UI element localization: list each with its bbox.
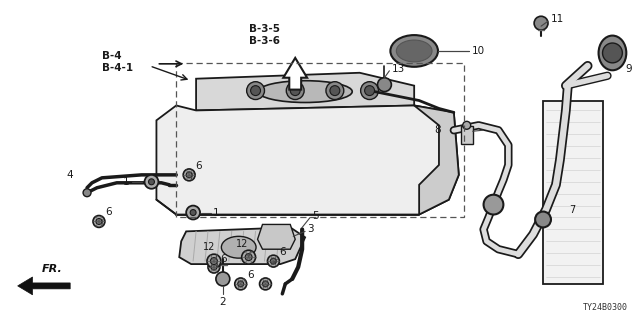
Ellipse shape — [221, 236, 256, 258]
Text: 8: 8 — [435, 125, 441, 135]
Circle shape — [286, 82, 304, 100]
Circle shape — [260, 278, 271, 290]
Circle shape — [237, 281, 244, 287]
Text: 3: 3 — [307, 224, 314, 234]
Text: B-4: B-4 — [102, 51, 122, 61]
Text: 1: 1 — [213, 208, 220, 218]
Text: 7: 7 — [570, 204, 576, 215]
Ellipse shape — [390, 35, 438, 67]
Text: 6: 6 — [195, 161, 202, 171]
Polygon shape — [414, 106, 459, 214]
Circle shape — [216, 272, 230, 286]
Circle shape — [365, 86, 374, 96]
Text: 5: 5 — [312, 211, 319, 220]
Circle shape — [242, 250, 255, 264]
Circle shape — [268, 255, 279, 267]
Circle shape — [186, 172, 192, 178]
Circle shape — [211, 264, 217, 270]
Text: B-3-5: B-3-5 — [248, 24, 280, 34]
Circle shape — [330, 86, 340, 96]
Circle shape — [326, 82, 344, 100]
Ellipse shape — [258, 81, 352, 102]
Circle shape — [271, 258, 276, 264]
Text: 10: 10 — [472, 46, 484, 56]
Circle shape — [145, 175, 159, 189]
Circle shape — [96, 219, 102, 224]
Polygon shape — [18, 277, 70, 295]
Polygon shape — [284, 58, 307, 90]
Text: 12: 12 — [236, 239, 248, 249]
Text: 11: 11 — [551, 14, 564, 24]
Circle shape — [211, 258, 218, 265]
Circle shape — [148, 179, 154, 185]
Circle shape — [602, 43, 622, 63]
Text: 13: 13 — [392, 64, 404, 74]
Circle shape — [361, 82, 378, 100]
Circle shape — [262, 281, 268, 287]
Text: 2: 2 — [220, 297, 226, 307]
Bar — [461, 126, 473, 144]
Text: 1: 1 — [123, 177, 130, 187]
Text: FR.: FR. — [42, 264, 63, 274]
Ellipse shape — [598, 36, 627, 70]
Circle shape — [251, 86, 260, 96]
Circle shape — [183, 169, 195, 181]
Text: 6: 6 — [248, 270, 254, 280]
Text: 9: 9 — [625, 64, 632, 74]
Polygon shape — [156, 106, 459, 214]
Circle shape — [245, 254, 252, 260]
Bar — [543, 100, 602, 284]
Circle shape — [291, 86, 300, 96]
Circle shape — [378, 78, 392, 92]
Text: B-3-6: B-3-6 — [248, 36, 280, 46]
Circle shape — [484, 195, 504, 214]
Text: 6: 6 — [105, 207, 111, 218]
Polygon shape — [179, 228, 305, 264]
Circle shape — [463, 121, 470, 129]
Text: TY24B0300: TY24B0300 — [582, 303, 627, 312]
Circle shape — [190, 210, 196, 215]
Text: 6: 6 — [220, 254, 227, 264]
Circle shape — [235, 278, 246, 290]
Circle shape — [83, 189, 91, 197]
Bar — [176, 63, 464, 217]
Polygon shape — [257, 224, 295, 249]
Text: 6: 6 — [279, 247, 286, 257]
Circle shape — [207, 254, 221, 268]
Circle shape — [93, 215, 105, 228]
Circle shape — [186, 206, 200, 220]
Circle shape — [535, 212, 551, 228]
Circle shape — [534, 16, 548, 30]
Text: 4: 4 — [67, 170, 74, 180]
Text: 12: 12 — [202, 242, 215, 252]
Circle shape — [208, 261, 220, 273]
Circle shape — [246, 82, 264, 100]
Text: B-4-1: B-4-1 — [102, 63, 133, 73]
Polygon shape — [196, 73, 414, 110]
Ellipse shape — [396, 40, 432, 62]
